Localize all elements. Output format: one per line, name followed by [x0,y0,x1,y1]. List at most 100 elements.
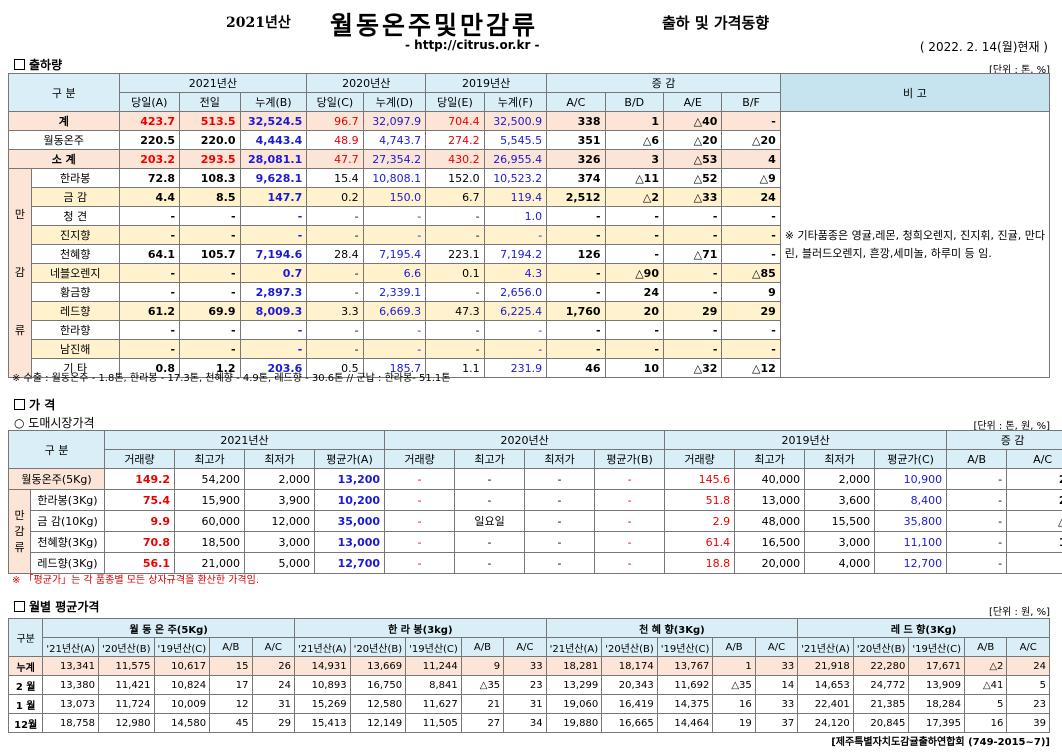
table-cell: 61.2 [118,301,181,321]
table-cell: 23 [503,675,547,695]
header-cell: A/B [946,449,1008,469]
site-url[interactable]: - http://citrus.or.kr - [405,38,540,52]
header-cell: 구 분 [8,430,105,469]
table-cell: 75.4 [104,489,175,511]
row-label: 한라봉 [30,168,120,188]
table-cell: 26 [251,656,296,676]
table-cell: 326 [546,149,606,169]
header-cell: A/B [209,637,253,657]
table-cell: - [179,225,241,245]
table-cell: - [662,263,723,283]
table-cell: - [524,468,596,490]
table-cell: - [604,206,664,226]
header-cell: 평균가(A) [313,449,386,469]
table-cell: - [239,225,308,245]
price-note: ※ 「평균가」는 각 품종별 모든 상자규격을 환산한 가격임. [12,575,260,586]
wholesale-subtitle: ○ 도매시장가격 [14,416,95,430]
table-cell: 3.3 [306,301,364,321]
table-cell: 3,900 [244,489,315,511]
table-cell: - [384,531,456,553]
table-cell: - [483,339,548,359]
row-label: 계 [8,111,120,131]
checkbox-icon [14,59,25,70]
table-cell: 14,375 [656,694,714,714]
table-cell: 2,000 [804,468,876,490]
table-cell: 0.2 [306,187,364,207]
table-cell: 338 [546,111,606,131]
header-cell: A/C [503,637,547,657]
table-cell: 29 [662,301,723,321]
header-row: 당일(A) 전일 누계(B) 당일(C) 누계(D) 당일(E) 누계(F) A/C B/D A/… [9,92,1050,112]
table-cell: - [721,244,781,264]
table-cell: 6.6 [362,263,427,283]
table-cell: - [546,263,606,283]
table-cell: 7,194.6 [239,244,308,264]
table-cell: 149.2 [104,468,175,490]
table-cell: 15,269 [294,694,351,714]
table-cell: 12,000 [244,510,315,532]
table-cell: △35 [712,675,756,695]
table-cell: 11,421 [97,675,155,695]
row-label: 레드향(3Kg) [30,552,105,574]
header-cell: 거래량 [384,449,456,469]
table-cell: 18.8 [664,552,736,574]
table-cell: - [604,244,664,264]
table-cell: 9,628.1 [239,168,308,188]
table-cell: 10,893 [294,675,351,695]
table-cell: △11 [604,168,664,188]
table-cell: - [594,531,666,553]
table-cell: - [524,510,596,532]
header-cell: '20년산(B) [601,637,658,657]
header-cell: 최저가 [804,449,876,469]
table-cell: 70.8 [104,531,175,553]
table-cell: 2.9 [664,510,736,532]
header-cell: 최고가 [734,449,806,469]
table-cell: - [546,282,606,302]
row-label: 청 견 [30,206,120,226]
table-cell: 31 [251,694,296,714]
table-cell: - [662,225,723,245]
table-cell: △6 [604,130,664,150]
table-cell: - [946,552,1008,574]
table-row: 진지향 - - - - - - - - - - - [9,225,1050,245]
table-cell: 40,000 [734,468,806,490]
table-cell: 20,000 [734,552,806,574]
table-cell: 704.4 [425,111,485,131]
table-cell: - [721,225,781,245]
table-cell: - [662,282,723,302]
header-cell: 거래량 [664,449,736,469]
table-cell: 1 [604,111,664,131]
table-cell: 11,724 [97,694,155,714]
table-cell: - [118,263,181,283]
table-cell: 22,280 [852,656,910,676]
table-row: 계 423.7 513.5 32,524.5 96.7 32,097.9 704.4 32,5… [8,111,1051,378]
table-cell: - [179,206,241,226]
table-cell: - [662,339,723,359]
header-cell: 한 라 봉(3kg) [294,618,547,638]
table-row: 월동온주 220.5 220.0 4,443.4 48.9 4,743.7 274.2 5,5… [8,130,1050,150]
table-cell: 12,700 [313,552,386,574]
table-cell: 48.9 [306,130,364,150]
table-cell: - [239,320,308,340]
table-cell: 3,600 [804,489,876,511]
table-cell: 10,808.1 [362,168,427,188]
section-shipment-title: 출하량 [14,56,62,73]
header-cell: A/E [662,92,723,112]
table-cell: 32,524.5 [239,111,308,131]
table-row: 1 월 13,073 11,724 10,009 12 31 15,269 12,580 11,… [7,694,1050,714]
table-cell: 10,617 [153,656,211,676]
table-row: 누계 13,341 11,575 10,617 15 26 14,931 13,669 11,2… [7,656,1050,676]
table-cell: 220.5 [118,130,181,150]
header-cell: '21년산(A) [797,637,854,657]
table-cell: 39 [1006,713,1050,733]
table-cell: △9 [721,168,781,188]
header-cell: A/C [251,637,296,657]
table-cell: 13,299 [545,675,603,695]
header-cell: A/C [1006,449,1062,469]
table-cell: 61.4 [664,531,736,553]
table-row: 네블오렌지 - -0.7-6.6 0.1 4.3- △90- △85 [9,263,1050,283]
table-cell: 32,500.9 [483,111,548,131]
table-cell: 11,505 [405,713,462,733]
table-cell: 72.8 [118,168,181,188]
